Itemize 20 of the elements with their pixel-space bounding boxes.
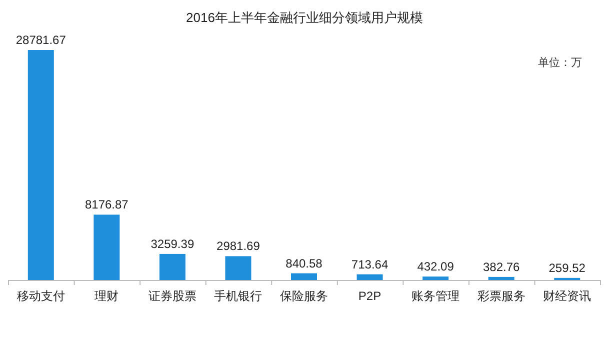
- data-label: 3259.39: [150, 236, 194, 251]
- annotation: 单位：万: [538, 57, 582, 69]
- data-label: 259.52: [548, 260, 586, 275]
- x-tick-label: 彩票服务: [477, 289, 526, 303]
- data-label: 432.09: [417, 260, 454, 274]
- x-tick-label: 证券股票: [148, 289, 196, 303]
- x-tick-label: P2P: [358, 289, 382, 303]
- x-tick-label: 手机银行: [214, 289, 262, 303]
- data-label: 382.76: [482, 260, 520, 274]
- data-label: 28781.67: [16, 33, 66, 47]
- data-label: 2981.69: [216, 239, 260, 254]
- data-label: 713.64: [351, 257, 388, 272]
- x-tick-label: 账务管理: [412, 289, 460, 303]
- data-label: 840.58: [286, 256, 322, 270]
- x-tick-label: 保险服务: [280, 289, 328, 303]
- x-tick-label: 财经资讯: [543, 289, 592, 303]
- x-tick-label: 理财: [94, 289, 119, 303]
- data-label: 8176.87: [84, 198, 128, 212]
- x-tick-label: 移动支付: [16, 289, 65, 303]
- title: 2016年上半年金融行业细分领域用户规模: [186, 10, 423, 25]
